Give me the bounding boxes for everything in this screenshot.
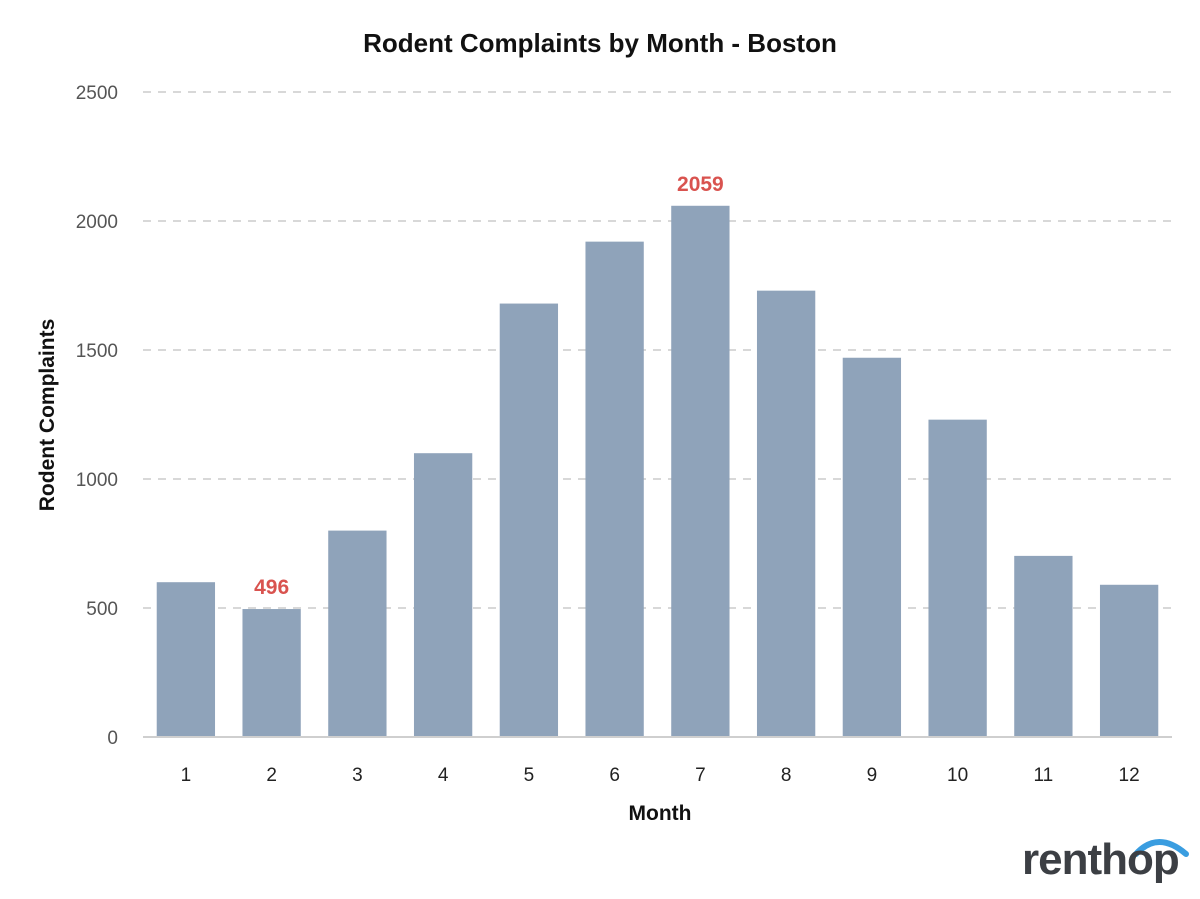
- bar: [671, 205, 730, 737]
- y-tick-label: 1500: [76, 341, 118, 362]
- x-tick-label: 2: [266, 765, 277, 786]
- y-tick-label: 1000: [76, 470, 118, 491]
- bar: [328, 530, 387, 737]
- gridlines: [143, 91, 1172, 609]
- bar: [585, 241, 644, 737]
- x-axis-ticks: 1 2 3 4 5 6 7 8 9 10 11 12: [181, 765, 1140, 786]
- bar: [413, 453, 473, 737]
- renthop-logo: renthop: [1022, 832, 1189, 892]
- x-tick-label: 3: [352, 765, 363, 786]
- x-tick-label: 12: [1119, 765, 1140, 786]
- bar: [756, 290, 816, 737]
- x-tick-label: 10: [947, 765, 968, 786]
- x-tick-label: 7: [695, 765, 706, 786]
- y-tick-label: 2000: [76, 212, 118, 233]
- x-axis-title: Month: [629, 802, 692, 825]
- y-tick-label: 0: [107, 728, 118, 749]
- y-axis-title: Rodent Complaints: [36, 319, 59, 512]
- bar: [242, 609, 301, 737]
- y-axis-ticks: 0 500 1000 1500 2000 2500: [76, 83, 118, 749]
- x-tick-label: 6: [609, 765, 620, 786]
- x-tick-label: 1: [181, 765, 192, 786]
- bar: [928, 419, 987, 737]
- x-tick-label: 9: [867, 765, 878, 786]
- bar: [842, 357, 902, 737]
- y-tick-label: 500: [86, 599, 118, 620]
- bar: [499, 303, 559, 737]
- bar: [1099, 584, 1159, 737]
- bar: [1014, 555, 1073, 737]
- bar: [156, 582, 216, 737]
- data-label: 2059: [677, 173, 724, 196]
- x-tick-label: 5: [524, 765, 535, 786]
- x-tick-label: 8: [781, 765, 792, 786]
- x-tick-label: 11: [1034, 765, 1054, 786]
- x-tick-label: 4: [438, 765, 449, 786]
- data-label: 496: [254, 576, 289, 599]
- logo-arc-icon: [1133, 839, 1189, 857]
- bars: [156, 205, 1159, 737]
- logo-text: renthop: [1022, 835, 1180, 884]
- y-tick-label: 2500: [76, 83, 118, 104]
- data-labels: 496 2059: [254, 173, 724, 599]
- chart-title: Rodent Complaints by Month - Boston: [363, 28, 837, 58]
